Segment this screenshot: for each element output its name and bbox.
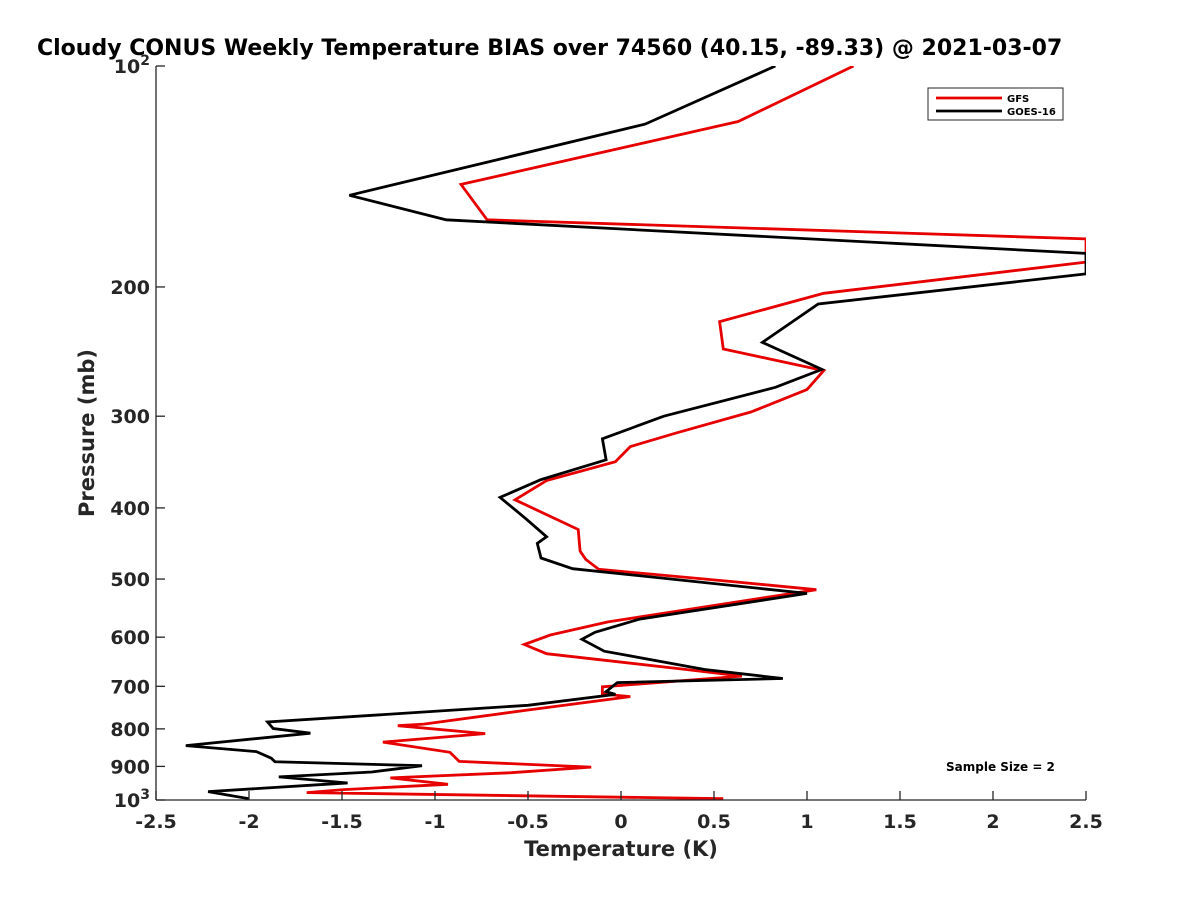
- x-tick-label: 1.5: [883, 811, 917, 833]
- y-tick-label: 700: [110, 676, 150, 698]
- y-tick-label: 900: [110, 756, 150, 778]
- series-line-goes-16: [185, 66, 1086, 800]
- y-tick-label: 103: [114, 787, 150, 812]
- x-tick-label: 2: [986, 811, 999, 833]
- y-axis-label: Pressure (mb): [75, 349, 99, 517]
- x-tick-label: -2.5: [135, 811, 177, 833]
- y-tick-label: 400: [110, 498, 150, 520]
- x-tick-label: 2.5: [1069, 811, 1103, 833]
- y-tick-label: 500: [110, 569, 150, 591]
- series-line-gfs: [306, 66, 1086, 800]
- series-layer: [185, 66, 1086, 800]
- y-tick-label: 200: [110, 277, 150, 299]
- y-tick-label: 800: [110, 719, 150, 741]
- x-tick-label: -1.5: [321, 811, 363, 833]
- legend-label: GFS: [1007, 94, 1029, 105]
- x-tick-label: -0.5: [507, 811, 549, 833]
- y-tick-label: 102: [114, 53, 150, 78]
- x-tick-label: 1: [800, 811, 813, 833]
- y-tick-label: 300: [110, 406, 150, 428]
- x-tick-label: -1: [424, 811, 445, 833]
- legend-label: GOES-16: [1007, 107, 1056, 118]
- legend-box: [927, 87, 1064, 121]
- x-tick-label: 0.5: [697, 811, 731, 833]
- y-tick-label: 600: [110, 627, 150, 649]
- sample-size-annotation: Sample Size = 2: [946, 760, 1055, 774]
- chart-title: Cloudy CONUS Weekly Temperature BIAS ove…: [37, 36, 1062, 61]
- y-ticks: 102 200 300 400 500 600 700 800 900 103: [110, 53, 165, 812]
- x-tick-label: -2: [238, 811, 259, 833]
- x-axis-label: Temperature (K): [524, 837, 718, 861]
- legend: GFS GOES-16: [927, 87, 1064, 121]
- x-tick-label: 0: [614, 811, 627, 833]
- x-ticks: -2.5 -2 -1.5 -1 -0.5 0 0.5 1 1.5 2 2.5: [135, 791, 1103, 833]
